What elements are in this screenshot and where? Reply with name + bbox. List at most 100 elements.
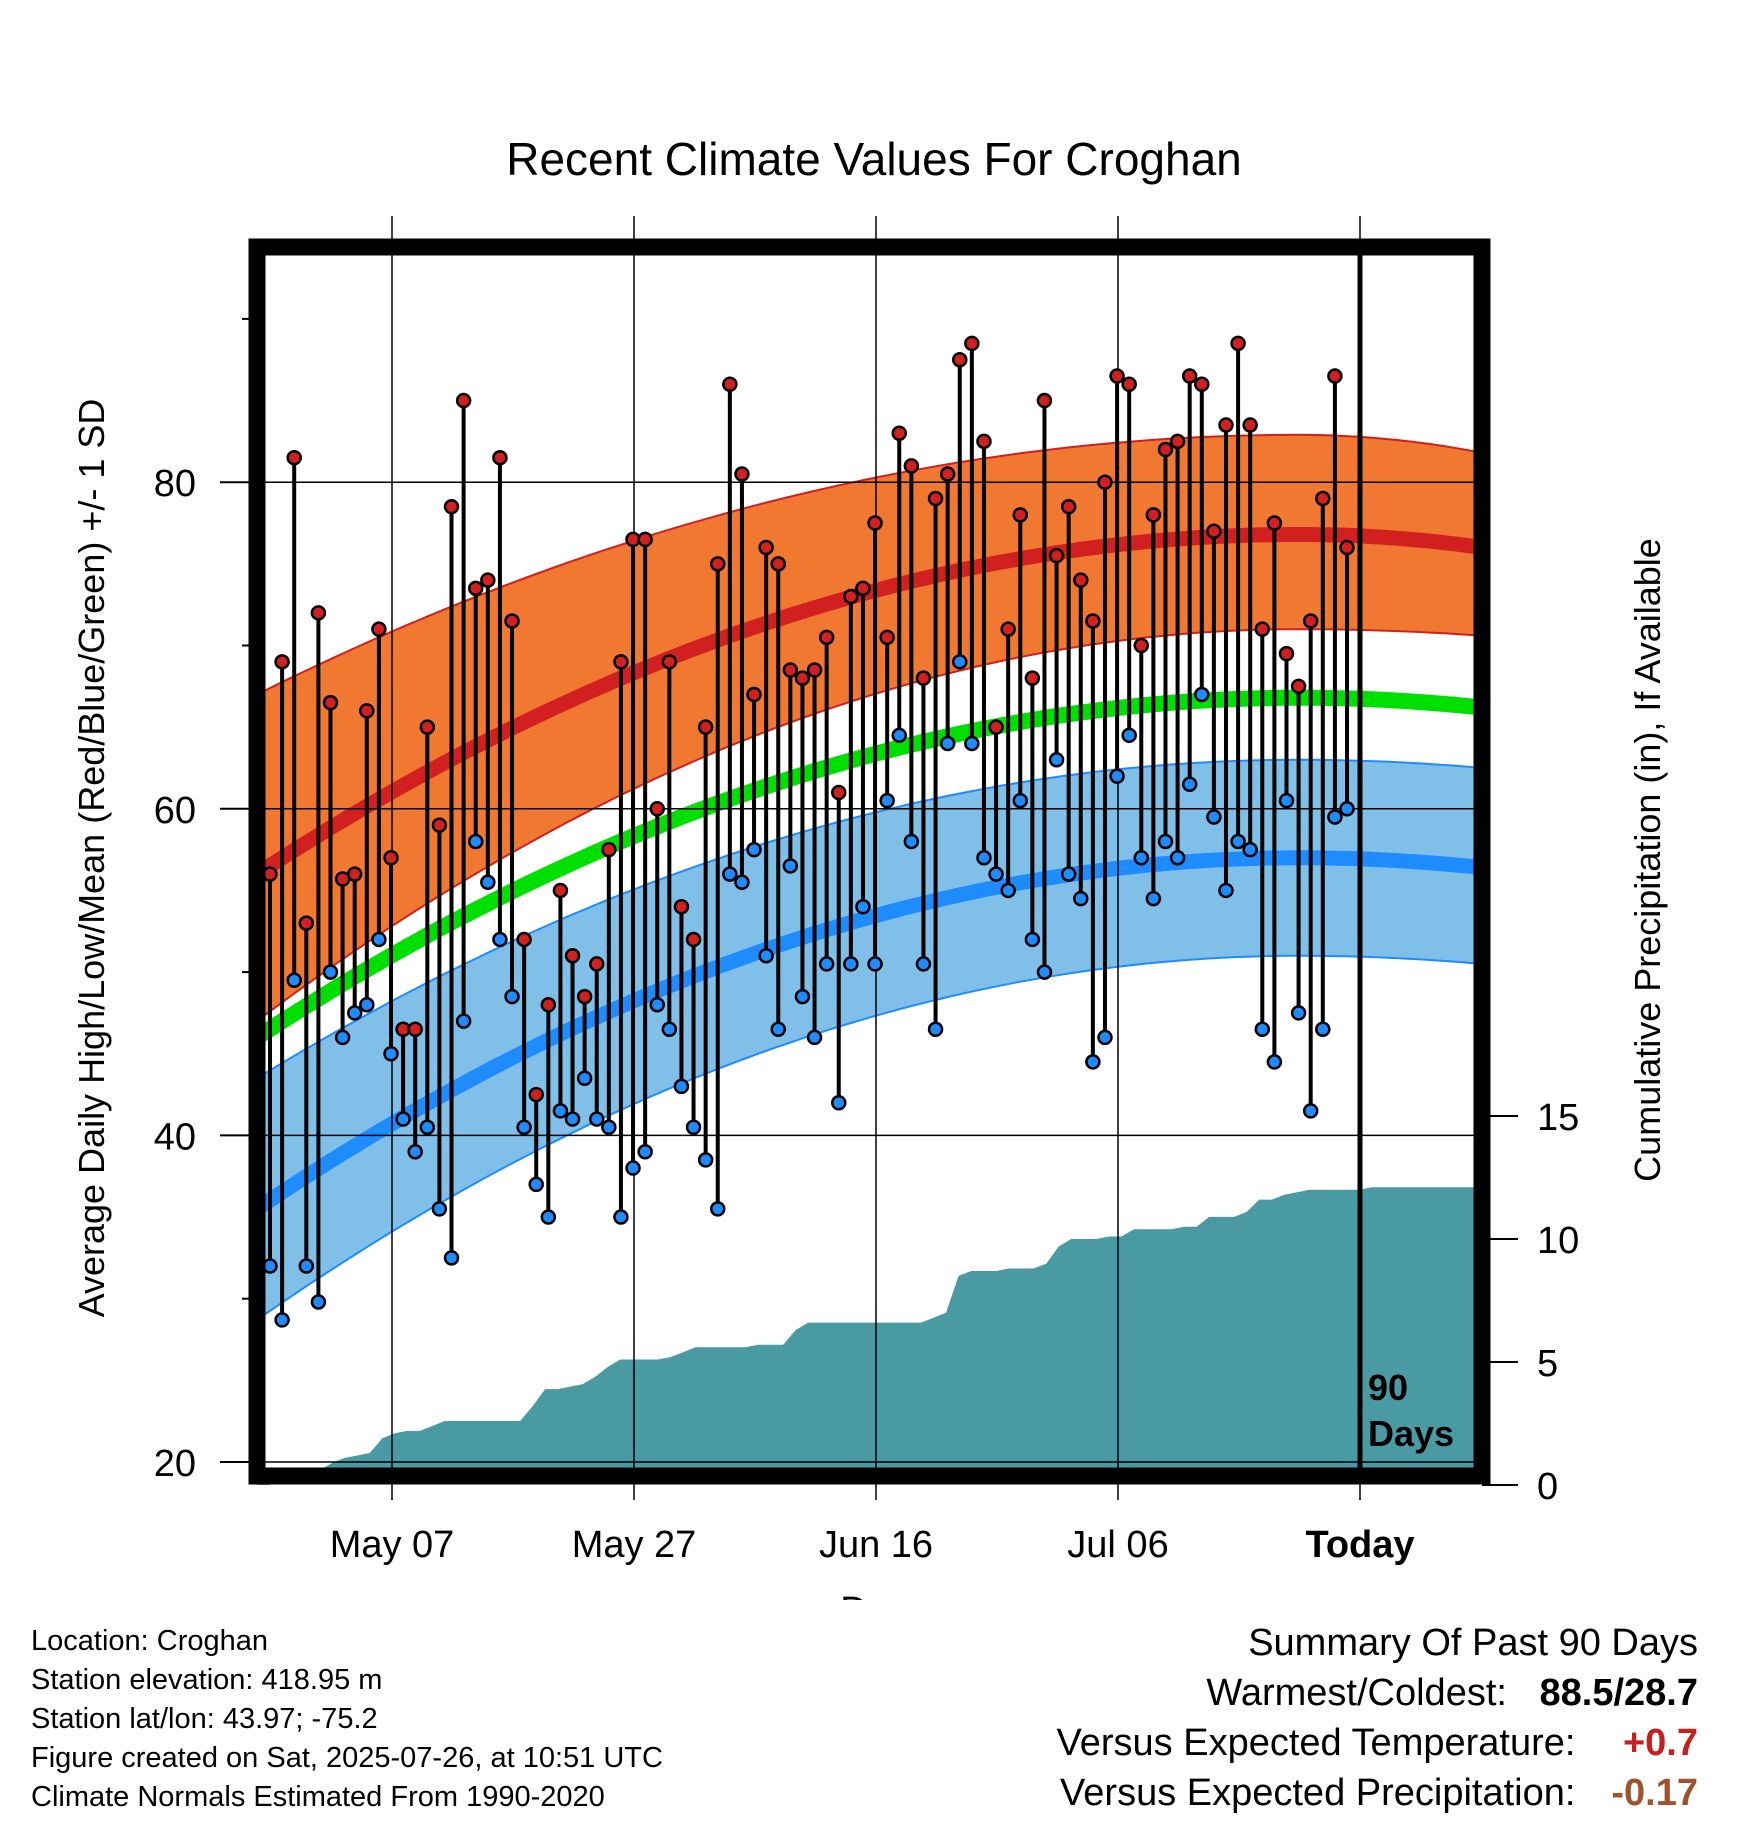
daily-low-point bbox=[286, 972, 302, 989]
daily-high-point bbox=[927, 490, 944, 507]
daily-low-point bbox=[443, 1250, 460, 1266]
daily-low-point bbox=[685, 1119, 702, 1135]
daily-high-point bbox=[1327, 368, 1343, 384]
daily-high-point bbox=[588, 956, 605, 972]
daily-low-point bbox=[455, 1013, 472, 1029]
daily-low-point bbox=[976, 850, 992, 866]
daily-high-point bbox=[1109, 368, 1125, 384]
daily-high-point bbox=[1121, 376, 1137, 392]
mean-normal-line bbox=[252, 689, 1483, 1045]
today-days-number: 90 bbox=[1368, 1367, 1408, 1408]
x-tick-label: May 27 bbox=[572, 1524, 697, 1566]
daily-low-point bbox=[371, 931, 387, 948]
daily-high-point bbox=[843, 588, 859, 605]
daily-low-point bbox=[480, 874, 496, 891]
daily-low-point bbox=[564, 1111, 581, 1127]
daily-low-point bbox=[637, 1143, 653, 1160]
y2-tick-label: 0 bbox=[1537, 1466, 1558, 1508]
daily-high-point bbox=[601, 841, 617, 858]
normals-text: Climate Normals Estimated From 1990-2020 bbox=[31, 1781, 605, 1813]
daily-high-point bbox=[1218, 417, 1234, 433]
daily-low-point bbox=[1194, 686, 1210, 703]
daily-high-point bbox=[1242, 417, 1258, 433]
daily-low-point bbox=[964, 735, 980, 752]
daily-high-point bbox=[552, 882, 569, 899]
daily-high-point bbox=[988, 719, 1004, 735]
daily-low-point bbox=[298, 1258, 315, 1274]
daily-low-point bbox=[588, 1111, 605, 1127]
daily-high-point bbox=[1097, 474, 1113, 490]
daily-low-point bbox=[1230, 833, 1246, 850]
daily-low-point bbox=[1302, 1103, 1319, 1119]
daily-low-point bbox=[625, 1160, 641, 1176]
daily-high-point bbox=[298, 915, 315, 931]
daily-low-point bbox=[310, 1294, 327, 1310]
warm-cold-label: Warmest/Coldest: bbox=[1206, 1672, 1507, 1714]
daily-low-point bbox=[576, 1070, 593, 1086]
daily-high-point bbox=[419, 719, 436, 735]
daily-high-point bbox=[1194, 376, 1210, 392]
daily-low-point bbox=[419, 1119, 436, 1135]
daily-high-point bbox=[1000, 621, 1016, 637]
daily-low-point bbox=[952, 654, 968, 670]
daily-high-point bbox=[576, 988, 593, 1005]
daily-low-point bbox=[540, 1209, 557, 1225]
daily-high-point bbox=[516, 931, 532, 948]
daily-high-point bbox=[1315, 490, 1331, 507]
daily-high-point bbox=[782, 662, 799, 678]
latlon-text: Station lat/lon: 43.97; -75.2 bbox=[31, 1703, 378, 1735]
daily-low-point bbox=[1024, 931, 1041, 948]
y-tick-label: 60 bbox=[154, 790, 196, 832]
daily-high-point bbox=[383, 850, 399, 866]
daily-high-point bbox=[1157, 441, 1174, 458]
daily-high-point bbox=[274, 654, 290, 670]
precip-area bbox=[257, 1187, 1482, 1485]
daily-low-point bbox=[1242, 841, 1258, 858]
daily-low-point bbox=[504, 988, 520, 1005]
daily-high-point bbox=[673, 899, 690, 915]
daily-low-point bbox=[1315, 1021, 1331, 1038]
daily-low-point bbox=[867, 956, 883, 972]
daily-low-point bbox=[1133, 850, 1150, 866]
daily-high-point bbox=[310, 605, 327, 621]
daily-low-point bbox=[1327, 809, 1343, 825]
daily-high-point bbox=[492, 449, 508, 466]
daily-low-point bbox=[613, 1209, 629, 1225]
daily-low-point bbox=[903, 833, 920, 850]
daily-low-point bbox=[879, 792, 895, 809]
y-tick-label: 80 bbox=[154, 463, 196, 505]
daily-low-point bbox=[855, 899, 871, 915]
chart-title: Recent Climate Values For Croghan bbox=[506, 133, 1241, 185]
daily-high-point bbox=[637, 531, 653, 548]
daily-low-point bbox=[1060, 866, 1077, 882]
x-tick-label: Jul 06 bbox=[1067, 1524, 1168, 1566]
y2-tick-label: 15 bbox=[1537, 1097, 1579, 1139]
daily-high-point bbox=[1339, 539, 1355, 556]
daily-high-point bbox=[286, 449, 302, 466]
daily-low-point bbox=[1121, 727, 1137, 744]
daily-high-point bbox=[443, 498, 460, 515]
daily-high-point bbox=[734, 466, 750, 482]
daily-low-point bbox=[770, 1021, 786, 1038]
x-tick-label: May 07 bbox=[330, 1524, 455, 1566]
daily-low-point bbox=[492, 931, 508, 948]
daily-low-point bbox=[673, 1078, 690, 1095]
daily-low-point bbox=[1254, 1021, 1271, 1038]
y-tick-label: 20 bbox=[154, 1443, 196, 1485]
y2-tick-label: 10 bbox=[1537, 1220, 1579, 1262]
daily-high-point bbox=[903, 458, 920, 474]
temp-row: Versus Expected Temperature: +0.7 bbox=[1057, 1718, 1698, 1768]
temp-label: Versus Expected Temperature: bbox=[1056, 1722, 1576, 1764]
x-axis-label: Day bbox=[840, 1590, 908, 1600]
daily-low-point bbox=[927, 1021, 944, 1038]
daily-high-point bbox=[879, 629, 895, 646]
daily-high-point bbox=[891, 425, 908, 441]
daily-high-point bbox=[939, 466, 956, 482]
daily-low-point bbox=[383, 1046, 399, 1062]
daily-low-point bbox=[359, 997, 375, 1013]
daily-high-point bbox=[746, 686, 762, 703]
daily-low-point bbox=[1109, 768, 1125, 784]
daily-low-point bbox=[1169, 850, 1186, 866]
daily-high-point bbox=[976, 433, 992, 450]
daily-high-point bbox=[1181, 368, 1198, 384]
